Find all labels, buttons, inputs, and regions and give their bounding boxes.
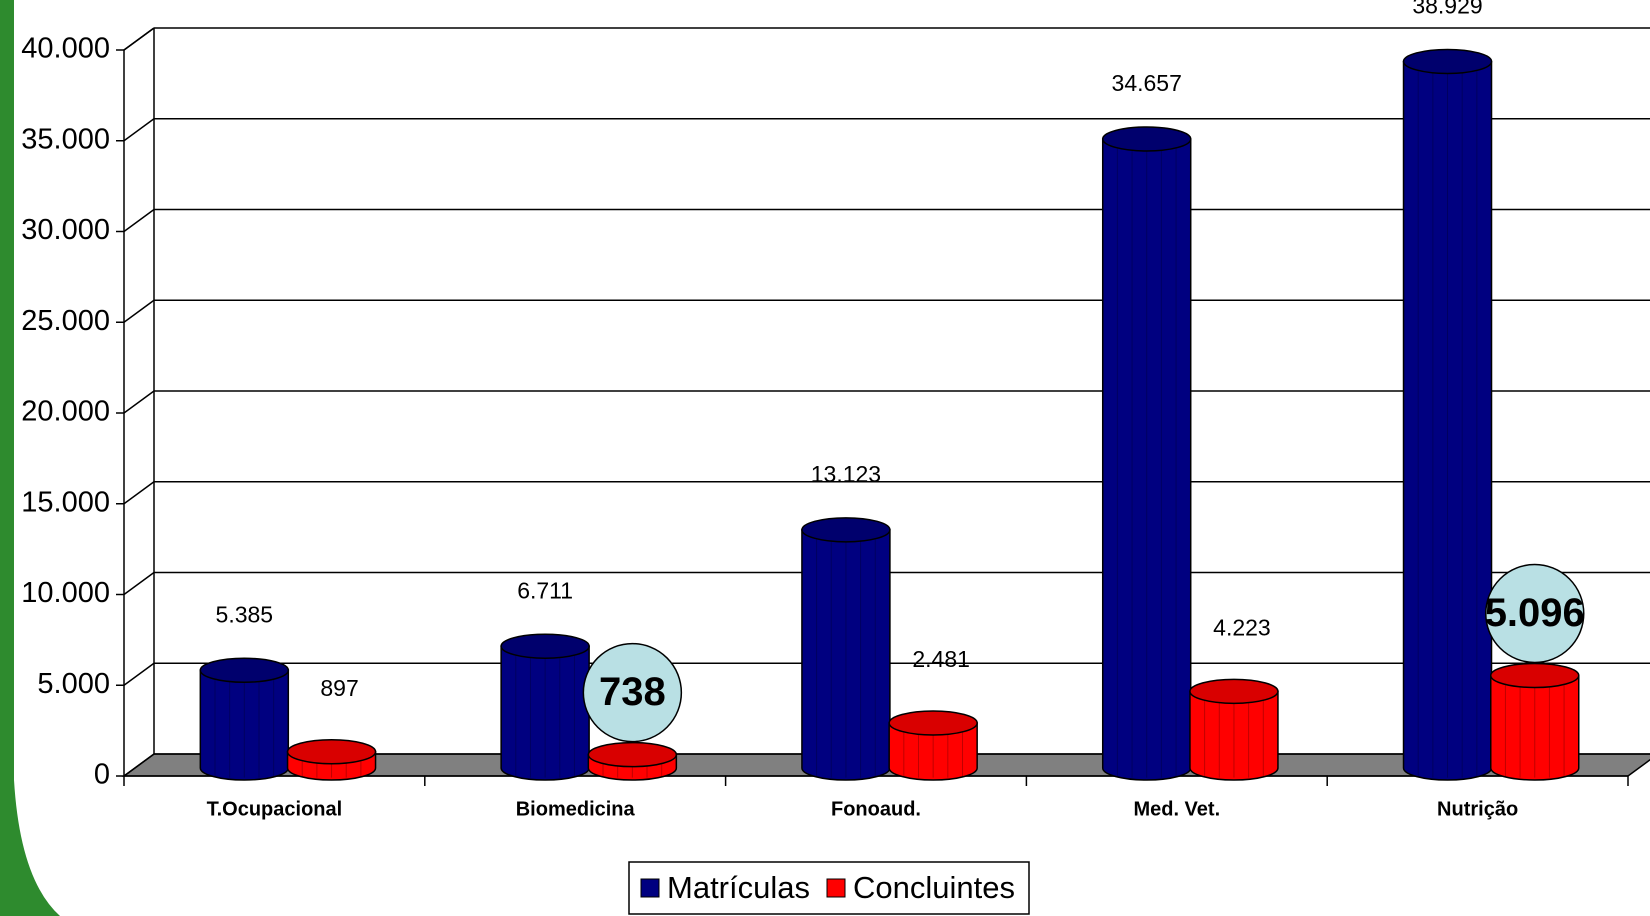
legend-label: Concluintes: [853, 870, 1015, 905]
bar: [500, 645, 590, 781]
x-tick-label: Biomedicina: [516, 798, 636, 820]
y-tick-label: 15.000: [21, 486, 110, 518]
value-label: 13.123: [811, 461, 881, 487]
highlight-circle: [1485, 563, 1585, 664]
bar: [1189, 690, 1279, 781]
y-tick-label: 30.000: [21, 214, 110, 246]
grid-line-side: [123, 390, 155, 414]
bar-top: [801, 517, 891, 543]
x-tick-label: Fonoaud.: [831, 798, 921, 820]
value-label: 897: [320, 675, 358, 701]
bar-top: [1101, 126, 1192, 152]
x-tick-label: Med. Vet.: [1133, 798, 1220, 820]
legend-swatch: [640, 878, 660, 898]
y-tick-label: 5.000: [37, 668, 110, 700]
value-label: 2.481: [912, 646, 970, 672]
grid-line-side: [123, 481, 155, 505]
bar: [1490, 674, 1580, 781]
side-decoration-curve: [14, 0, 60, 916]
grid-line-side: [123, 662, 155, 686]
x-tick-label: Nutrição: [1437, 798, 1518, 820]
bar-top: [500, 633, 590, 659]
y-tick-label: 35.000: [21, 123, 110, 155]
bar-top: [1189, 678, 1279, 705]
grid-line-side: [123, 118, 155, 142]
bar-top: [587, 741, 678, 768]
bar: [801, 529, 891, 781]
legend-label: Matrículas: [667, 870, 810, 905]
grid-line-side: [123, 571, 155, 596]
value-label: 5.096: [1485, 591, 1585, 635]
bar: [888, 722, 978, 781]
bar: [1402, 60, 1493, 781]
y-tick-label: 20.000: [21, 396, 110, 428]
value-label: 34.657: [1112, 70, 1182, 96]
grid-line-side: [123, 27, 155, 51]
grid-line-side: [123, 299, 155, 323]
x-tick-label: T.Ocupacional: [207, 798, 343, 820]
legend-swatch: [826, 878, 846, 898]
value-label: 6.711: [517, 577, 573, 603]
bar-top: [1402, 48, 1493, 75]
bar-top: [1490, 662, 1580, 689]
highlight-circle: [582, 642, 683, 743]
value-label: 738: [599, 670, 666, 714]
side-decoration: [0, 0, 14, 916]
grid-line-side: [123, 753, 155, 777]
y-tick-label: 25.000: [21, 305, 110, 337]
y-tick-label: 40.000: [21, 33, 110, 65]
value-label: 4.223: [1213, 614, 1271, 640]
bar: [199, 669, 290, 781]
value-label: 5.385: [216, 601, 274, 627]
bar-top: [199, 657, 290, 684]
y-tick-label: 0: [94, 759, 110, 791]
bar: [1101, 138, 1192, 781]
grid-line-side: [123, 208, 155, 233]
bar-top: [286, 738, 377, 765]
bar-top: [888, 710, 978, 736]
value-label: 38.929: [1412, 0, 1482, 19]
y-tick-label: 10.000: [21, 577, 110, 609]
